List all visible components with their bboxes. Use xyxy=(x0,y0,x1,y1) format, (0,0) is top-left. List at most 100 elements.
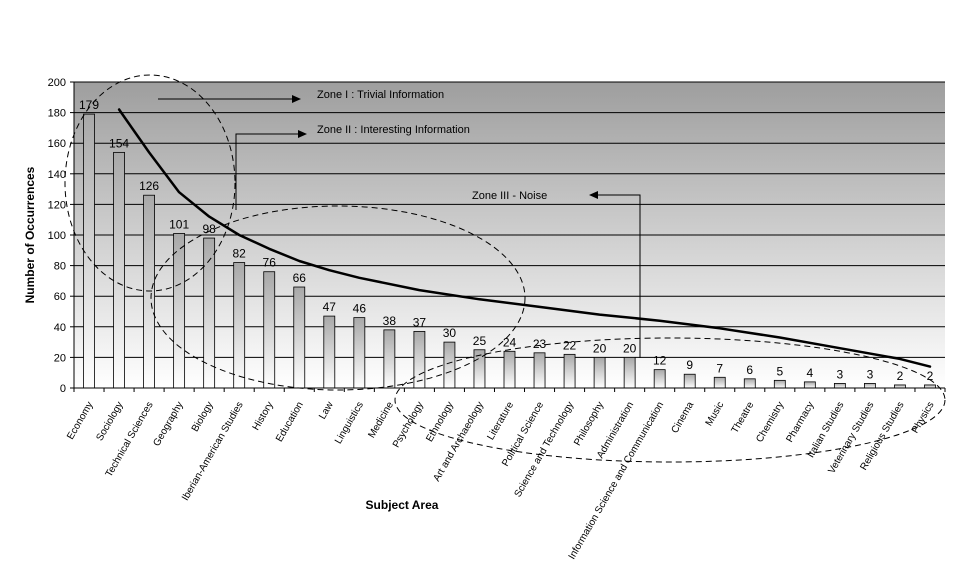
y-tick-label: 40 xyxy=(54,322,66,334)
data-label: 126 xyxy=(139,179,159,193)
category-label: Medicine xyxy=(366,400,396,441)
bar xyxy=(743,378,756,389)
data-label: 82 xyxy=(233,247,247,261)
y-axis-title: Number of Occurrences xyxy=(23,166,37,303)
category-label: Pharmacy xyxy=(784,400,816,444)
bar xyxy=(533,352,546,389)
data-label: 3 xyxy=(837,367,844,381)
data-label: 5 xyxy=(776,364,783,378)
category-label: Literature xyxy=(485,400,516,442)
y-tick-label: 20 xyxy=(54,352,66,364)
category-label: Geography xyxy=(151,400,185,448)
y-tick-label: 60 xyxy=(54,291,66,303)
bar xyxy=(593,356,606,389)
zone-1-ellipse xyxy=(64,74,236,292)
zone-2-ellipse xyxy=(150,205,526,391)
data-label: 179 xyxy=(79,98,99,112)
data-label: 12 xyxy=(653,354,667,368)
bar xyxy=(833,383,846,389)
bar xyxy=(83,113,95,389)
bar xyxy=(653,369,666,389)
y-tick-label: 100 xyxy=(48,230,66,242)
data-label: 22 xyxy=(563,338,577,352)
data-label: 7 xyxy=(716,361,723,375)
y-tick-label: 0 xyxy=(60,383,66,395)
category-label: Economy xyxy=(65,400,95,442)
axes xyxy=(70,81,946,392)
bar xyxy=(773,379,786,389)
data-label: 30 xyxy=(443,326,457,340)
category-label: Iberian-American Studies xyxy=(180,400,246,503)
bar xyxy=(293,286,306,389)
zones: Zone I : Trivial Information Zone II : I… xyxy=(64,74,946,463)
y-tick-label: 200 xyxy=(48,77,66,89)
category-label: Music xyxy=(704,400,727,428)
data-label: 76 xyxy=(263,256,277,270)
y-tick-label: 80 xyxy=(54,261,66,273)
bar xyxy=(443,341,456,389)
data-label: 2 xyxy=(897,369,904,383)
bar xyxy=(413,330,426,389)
category-label: Education xyxy=(274,400,306,444)
data-label: 98 xyxy=(202,222,216,236)
zone-1-label: Zone I : Trivial Information xyxy=(317,89,444,101)
data-label: 23 xyxy=(533,337,547,351)
data-label: 4 xyxy=(807,366,814,380)
category-label: Physics xyxy=(910,400,937,435)
zone-3-arrow xyxy=(589,191,641,358)
x-axis-title: Subject Area xyxy=(366,498,439,512)
category-label: History xyxy=(251,400,276,432)
category-label: Science and Technology xyxy=(513,400,577,499)
data-label: 24 xyxy=(503,335,517,349)
y-tick-label: 120 xyxy=(48,199,66,211)
bar xyxy=(323,315,336,389)
category-label: Linguistics xyxy=(333,400,366,446)
data-label: 101 xyxy=(169,217,189,231)
bar xyxy=(563,353,576,389)
data-label: 154 xyxy=(109,136,129,150)
zone-3-ellipse xyxy=(394,337,946,463)
bar xyxy=(623,356,636,389)
category-label: Theatre xyxy=(730,400,757,436)
y-tick-label: 180 xyxy=(48,108,66,120)
bar xyxy=(173,233,186,389)
data-label: 6 xyxy=(746,363,753,377)
data-label: 66 xyxy=(293,271,307,285)
bar xyxy=(803,381,816,389)
bar xyxy=(233,262,246,389)
bar xyxy=(713,376,726,389)
category-label: Chemistry xyxy=(754,400,786,444)
bar xyxy=(503,350,516,389)
y-tick-label: 160 xyxy=(48,138,66,150)
zone-2-arrow xyxy=(235,130,307,210)
category-label: Sociology xyxy=(94,400,125,443)
data-label: 46 xyxy=(353,302,367,316)
category-label: Law xyxy=(317,399,336,421)
trendline xyxy=(117,108,932,368)
data-label: 25 xyxy=(473,334,487,348)
bar xyxy=(113,151,125,389)
zone-3-label: Zone III - Noise xyxy=(472,190,547,202)
data-label: 47 xyxy=(323,300,337,314)
bar xyxy=(683,373,696,389)
category-label: Psychology xyxy=(391,400,426,450)
category-label: Cinema xyxy=(670,400,697,436)
data-label: 20 xyxy=(593,341,607,355)
data-label: 37 xyxy=(413,315,427,329)
bar xyxy=(263,271,276,389)
y-tick-label: 140 xyxy=(48,169,66,181)
trendline-path xyxy=(117,108,932,368)
data-label: 3 xyxy=(867,367,874,381)
bar xyxy=(143,194,155,389)
data-label: 2 xyxy=(927,369,934,383)
bar xyxy=(353,317,366,389)
data-label: 9 xyxy=(686,358,693,372)
gridlines xyxy=(74,81,945,358)
bar xyxy=(383,329,396,389)
category-label: Philosophy xyxy=(572,400,606,448)
y-tick-labels: 0 20 40 60 80 100 120 140 160 180 200 xyxy=(48,77,66,395)
